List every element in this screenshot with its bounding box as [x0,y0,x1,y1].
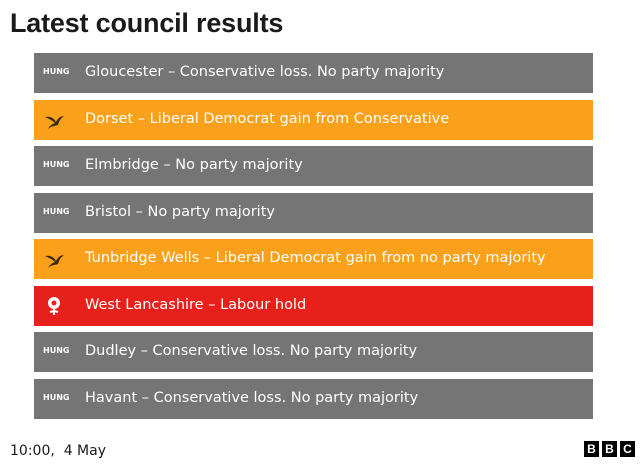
result-text: Dudley – Conservative loss. No party maj… [85,343,418,359]
badge: HUNG [43,67,70,76]
result-row: HUNG Elmbridge – No party majority [34,146,593,186]
badge: HUNG [43,160,70,169]
result-text: West Lancashire – Labour hold [85,297,307,313]
logo-letter: B [584,441,599,457]
labour-icon [48,297,60,315]
logo-letter: C [620,441,635,457]
result-row: West Lancashire – Labour hold [34,286,593,326]
result-text: Dorset – Liberal Democrat gain from Cons… [85,111,450,127]
result-row: Tunbridge Wells – Liberal Democrat gain … [34,239,593,279]
timestamp: 10:00, 4 May [10,443,106,459]
result-row: Dorset – Liberal Democrat gain from Cons… [34,100,593,140]
logo-letter: B [602,441,617,457]
result-text: Bristol – No party majority [85,204,275,220]
result-text: Elmbridge – No party majority [85,157,303,173]
result-row: HUNG Gloucester – Conservative loss. No … [34,53,593,93]
bbc-logo: B B C [584,441,635,457]
badge: HUNG [43,393,70,402]
result-row: HUNG Bristol – No party majority [34,193,593,233]
libdem-icon [45,255,64,268]
title: Latest council results [10,8,284,38]
badge: HUNG [43,207,70,216]
result-text: Havant – Conservative loss. No party maj… [85,390,419,406]
result-row: HUNG Dudley – Conservative loss. No part… [34,332,593,372]
badge: HUNG [43,346,70,355]
result-row: HUNG Havant – Conservative loss. No part… [34,379,593,419]
result-text: Gloucester – Conservative loss. No party… [85,64,445,80]
result-text: Tunbridge Wells – Liberal Democrat gain … [85,250,546,266]
libdem-icon [45,116,64,129]
